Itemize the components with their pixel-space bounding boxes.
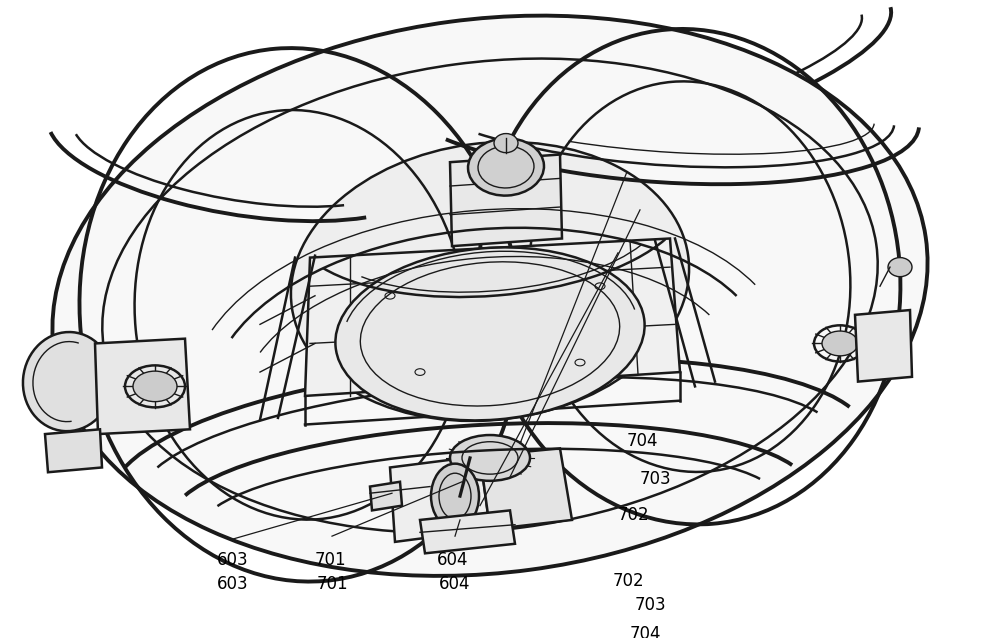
Text: 604: 604 (439, 575, 471, 593)
Text: 702: 702 (618, 506, 650, 524)
Text: 704: 704 (630, 625, 662, 638)
Ellipse shape (494, 133, 518, 152)
Ellipse shape (450, 435, 530, 481)
Text: 603: 603 (217, 551, 249, 568)
Text: 701: 701 (316, 575, 348, 593)
Polygon shape (420, 510, 515, 553)
Text: 701: 701 (314, 551, 346, 568)
Text: 603: 603 (217, 575, 249, 593)
Ellipse shape (335, 248, 645, 420)
Ellipse shape (888, 258, 912, 277)
Text: 604: 604 (437, 551, 469, 568)
Ellipse shape (431, 464, 479, 528)
Text: 703: 703 (635, 597, 667, 614)
Ellipse shape (23, 332, 113, 431)
Polygon shape (370, 482, 402, 510)
Text: 702: 702 (613, 572, 645, 590)
Ellipse shape (52, 15, 928, 576)
Ellipse shape (468, 138, 544, 196)
Polygon shape (855, 310, 912, 382)
Ellipse shape (133, 371, 177, 402)
Polygon shape (95, 339, 190, 434)
Polygon shape (305, 239, 680, 396)
Polygon shape (480, 449, 572, 530)
Text: 703: 703 (640, 470, 672, 488)
Polygon shape (450, 154, 562, 246)
Polygon shape (45, 429, 102, 472)
Text: 704: 704 (627, 432, 658, 450)
Polygon shape (390, 456, 490, 542)
Ellipse shape (291, 142, 689, 421)
Ellipse shape (822, 331, 858, 356)
